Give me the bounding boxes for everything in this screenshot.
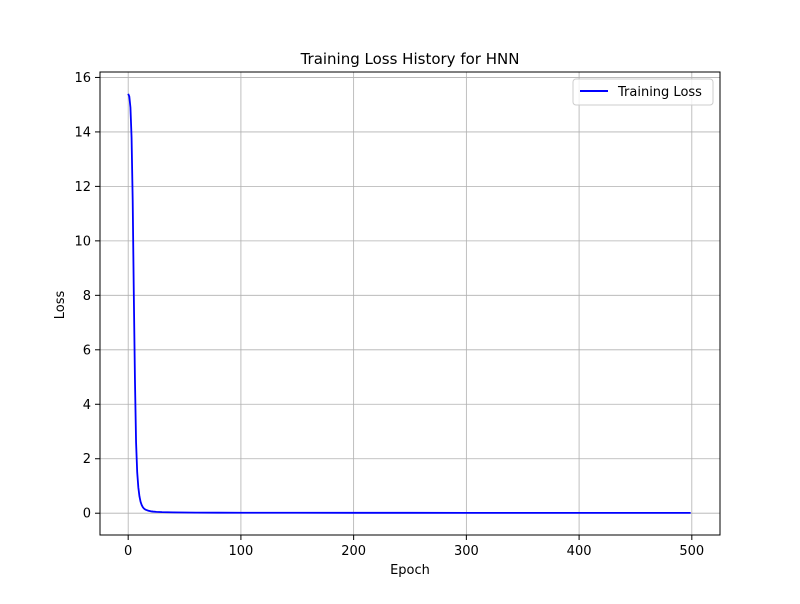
x-tick-label: 0 — [124, 544, 132, 559]
y-tick-label: 16 — [74, 71, 91, 86]
legend: Training Loss — [572, 78, 714, 106]
legend-box — [572, 78, 714, 106]
y-tick-label: 12 — [74, 180, 91, 195]
x-tick-label: 100 — [228, 544, 253, 559]
x-tick-label: 200 — [341, 544, 366, 559]
x-tick-label: 300 — [454, 544, 479, 559]
chart-title: Training Loss History for HNN — [300, 50, 520, 68]
y-tick-label: 10 — [74, 234, 91, 249]
x-tick-label: 500 — [679, 544, 704, 559]
series-line-training-loss — [127, 93, 691, 514]
y-tick-label: 6 — [83, 343, 91, 358]
x-axis-ticks: 0 100 200 300 400 500 — [124, 535, 704, 559]
y-tick-label: 8 — [83, 289, 91, 304]
y-axis-ticks: 0 2 4 6 8 10 12 14 16 — [74, 71, 100, 522]
x-tick-label: 400 — [567, 544, 592, 559]
y-tick-label: 14 — [74, 125, 91, 140]
y-tick-label: 4 — [83, 398, 91, 413]
x-axis-label: Epoch — [390, 563, 430, 578]
y-tick-label: 0 — [83, 507, 91, 522]
y-tick-label: 2 — [83, 452, 91, 467]
legend-label: Training Loss — [617, 85, 702, 100]
grid-lines — [100, 72, 720, 535]
plot-frame — [99, 71, 721, 536]
y-axis-label: Loss — [53, 291, 68, 320]
series-layer — [127, 93, 691, 514]
